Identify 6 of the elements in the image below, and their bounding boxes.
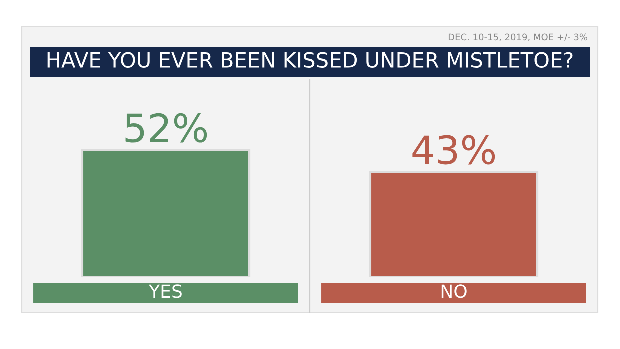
data-label: 43%: [412, 135, 496, 165]
x-tick-label: NO: [442, 284, 467, 298]
chart-title: HAVE YOU EVER BEEN KISSED UNDER MISTLETOE?: [48, 52, 573, 68]
text: DEC. 10-15, 2019, MOE +/- 3%: [448, 34, 588, 42]
x-tick-label: YES: [149, 284, 182, 298]
data-label: 52%: [126, 113, 208, 143]
